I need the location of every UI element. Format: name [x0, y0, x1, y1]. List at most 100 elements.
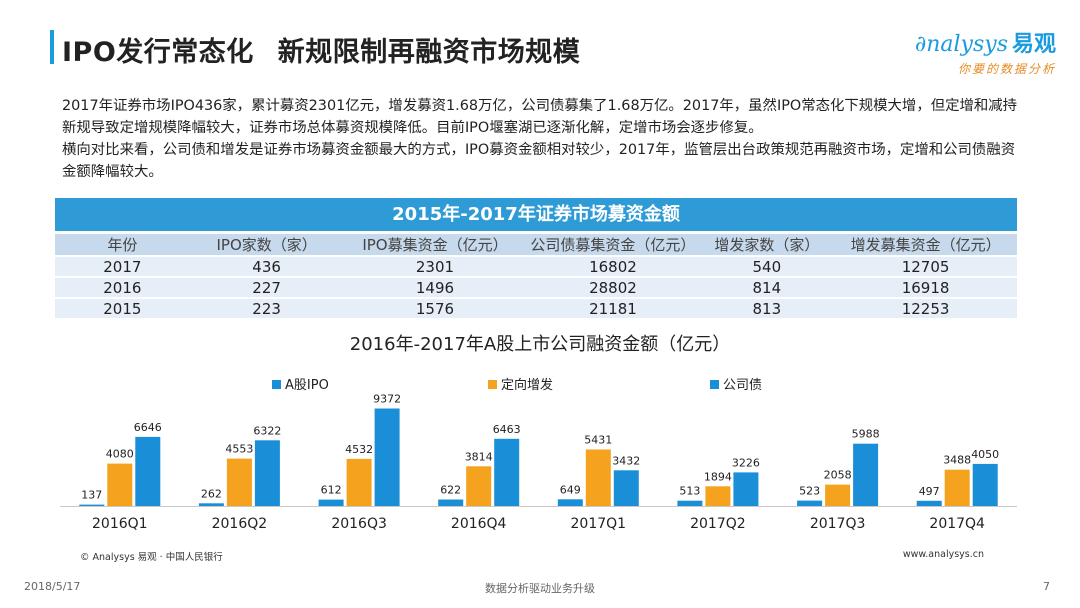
bar-2016Q1-s0 — [79, 504, 105, 506]
logo-cn: 易观 — [1011, 32, 1056, 57]
bar-2017Q1-s2 — [613, 470, 639, 506]
table-cell: 16918 — [834, 276, 1017, 297]
x-tick-label: 2017Q1 — [571, 516, 627, 532]
data-label-2016Q3-s1: 4532 — [345, 443, 373, 456]
x-tick-label: 2017Q4 — [929, 516, 985, 532]
table-cell: 2017 — [55, 255, 190, 276]
bar-2017Q4-s0 — [916, 500, 942, 506]
table-cell: 540 — [699, 255, 835, 276]
data-label-2017Q2-s1: 1894 — [704, 470, 732, 483]
logo-swirl-icon: ∂ — [914, 32, 927, 57]
table-cell: 1576 — [343, 297, 527, 318]
bar-2016Q4-s1 — [466, 466, 492, 506]
bar-2016Q4-s0 — [438, 499, 464, 506]
table-row: 2016 227 1496 28802 814 16918 — [55, 276, 1017, 297]
legend-item-private-placement: 定向增发 — [488, 374, 553, 393]
bar-2017Q4-s2 — [972, 463, 998, 506]
chart-title: 2016年-2017年A股上市公司融资金额（亿元） — [349, 334, 731, 355]
data-label-2017Q3-s0: 523 — [799, 485, 820, 498]
bar-2017Q1-s1 — [585, 449, 611, 506]
bar-2017Q2-s2 — [733, 472, 759, 506]
data-label-2016Q3-s2: 9372 — [373, 393, 401, 406]
table-cell: 2301 — [343, 255, 527, 276]
table-header-cell: 年份 — [55, 231, 190, 255]
table-cell: 2016 — [55, 276, 190, 297]
table-header-cell: IPO家数（家） — [189, 231, 344, 255]
data-label-2016Q1-s2: 6646 — [134, 421, 162, 434]
data-label-2017Q1-s2: 3432 — [612, 454, 640, 467]
x-tick-label: 2016Q4 — [451, 516, 507, 532]
table-header-cell: IPO募集资金（亿元） — [343, 231, 527, 255]
x-tick-label: 2017Q3 — [810, 516, 866, 532]
data-label-2017Q3-s1: 2058 — [824, 469, 852, 482]
table-cell: 12705 — [834, 255, 1017, 276]
data-label-2016Q4-s2: 6463 — [493, 423, 521, 436]
page-title: IPO发行常态化 新规限制再融资市场规模 — [62, 30, 580, 69]
x-tick-label: 2017Q2 — [690, 516, 746, 532]
table-header-cell: 公司债募集资金（亿元） — [526, 231, 700, 255]
bar-2017Q1-s0 — [557, 499, 583, 506]
table-cell: 16802 — [526, 255, 700, 276]
table-cell: 813 — [699, 297, 835, 318]
table-cell: 2015 — [55, 297, 190, 318]
bar-2016Q2-s2 — [254, 440, 280, 506]
legend-swatch-corporate-bond — [710, 380, 719, 389]
data-label-2017Q2-s2: 3226 — [732, 456, 760, 469]
bar-2016Q3-s0 — [318, 499, 344, 506]
intro-paragraph-2: 横向对比来看，公司债和增发是证券市场募资金额最大的方式，IPO募资金额相对较少，… — [62, 142, 1016, 180]
page-title-part2: 新规限制再融资市场规模 — [277, 37, 581, 68]
table-header-cell: 增发家数（家） — [699, 231, 835, 255]
bar-2016Q3-s1 — [346, 458, 372, 506]
x-tick-label: 2016Q1 — [92, 516, 148, 532]
table-cell: 1496 — [343, 276, 527, 297]
table-cell: 223 — [189, 297, 344, 318]
data-label-2017Q4-s1: 3488 — [943, 454, 971, 467]
data-label-2016Q1-s1: 4080 — [106, 448, 134, 461]
x-tick-label: 2016Q2 — [212, 516, 268, 532]
data-label-2016Q1-s0: 137 — [81, 489, 102, 502]
legend-swatch-ipo — [272, 380, 281, 389]
chart-legend: A股IPO 定向增发 公司债 — [0, 374, 1080, 394]
bar-2016Q2-s0 — [198, 503, 224, 506]
footer-slogan: 数据分析驱动业务升级 — [485, 582, 595, 595]
data-table: 年份 IPO家数（家） IPO募集资金（亿元） 公司债募集资金（亿元） 增发家数… — [55, 231, 1017, 318]
table-cell: 436 — [189, 255, 344, 276]
table-cell: 21181 — [526, 297, 700, 318]
table-header-cell: 增发募集资金（亿元） — [834, 231, 1017, 255]
legend-swatch-private-placement — [488, 380, 497, 389]
logo-wordmark: ∂nalysys 易观 — [915, 26, 1056, 58]
data-label-2017Q2-s0: 513 — [679, 485, 700, 498]
source-note: © Analysys 易观 · 中国人民银行 — [80, 552, 223, 563]
data-label-2016Q4-s0: 622 — [440, 484, 461, 497]
x-tick-label: 2016Q3 — [331, 516, 387, 532]
footer-date: 2018/5/17 — [24, 580, 81, 593]
bar-2016Q2-s1 — [226, 458, 252, 506]
analysys-logo: ∂nalysys 易观 你要的数据分析 — [915, 26, 1056, 77]
table-header-row: 年份 IPO家数（家） IPO募集资金（亿元） 公司债募集资金（亿元） 增发家数… — [55, 231, 1017, 255]
legend-item-corporate-bond: 公司债 — [710, 374, 762, 393]
legend-label: 公司债 — [723, 378, 763, 393]
bar-2016Q4-s2 — [494, 438, 520, 506]
logo-tagline: 你要的数据分析 — [957, 62, 1056, 76]
bar-2017Q4-s1 — [944, 469, 970, 506]
bar-2016Q1-s2 — [135, 436, 161, 506]
fundraising-table: 2015年-2017年证券市场募资金额 年份 IPO家数（家） IPO募集资金（… — [55, 198, 1017, 318]
table-cell: 28802 — [526, 276, 700, 297]
table-title: 2015年-2017年证券市场募资金额 — [55, 198, 1017, 231]
data-label-2017Q4-s2: 4050 — [971, 448, 999, 461]
data-label-2016Q4-s1: 3814 — [465, 450, 493, 463]
data-label-2016Q2-s0: 262 — [201, 487, 222, 500]
table-cell: 227 — [189, 276, 344, 297]
data-label-2016Q3-s0: 612 — [321, 484, 342, 497]
table-row: 2015 223 1576 21181 813 12253 — [55, 297, 1017, 318]
bar-2016Q1-s1 — [107, 463, 133, 506]
intro-paragraph-1: 2017年证券市场IPO436家，累计募资2301亿元，增发募资1.68万亿，公… — [62, 98, 1018, 136]
bar-2017Q3-s0 — [797, 500, 823, 506]
legend-label: 定向增发 — [501, 378, 554, 393]
source-url: www.analysys.cn — [902, 549, 984, 560]
data-label-2017Q3-s2: 5988 — [852, 428, 880, 441]
title-accent-bar — [50, 30, 54, 64]
bar-2017Q3-s2 — [853, 443, 879, 506]
table-row: 2017 436 2301 16802 540 12705 — [55, 255, 1017, 276]
